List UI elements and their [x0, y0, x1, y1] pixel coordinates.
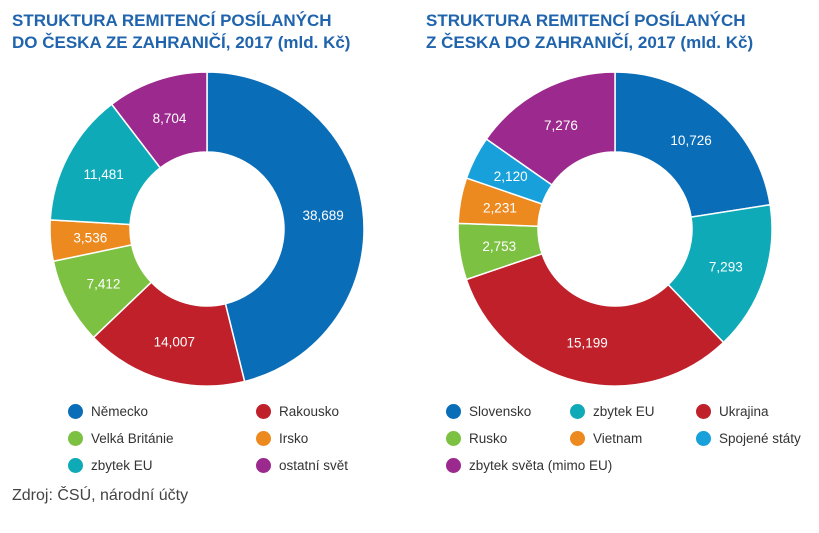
slice-value-label: 11,481 [84, 167, 124, 182]
source-note: Zdroj: ČSÚ, národní účty [12, 487, 189, 504]
slice-value-label: 7,276 [544, 118, 578, 133]
legend-label: Vietnam [593, 430, 643, 446]
donut-chart: 10,726 7,293 15,199 2,753 2,231 2,120 7,276 [457, 71, 773, 387]
chart-title-line-2: Z ČESKA DO ZAHRANIČÍ, 2017 (mld. Kč) [426, 33, 754, 52]
legend-item: ostatní svět [256, 456, 348, 474]
legend-label: Rakousko [279, 403, 340, 419]
legend-item: Ukrajina [696, 402, 769, 420]
slice-value-label: 2,753 [482, 239, 516, 254]
legend-swatch [446, 403, 461, 419]
legend-label: Irsko [279, 430, 309, 446]
legend-item: Spojené státy [696, 429, 801, 447]
legend-item: Velká Británie [68, 429, 174, 447]
legend-swatch [446, 457, 461, 473]
slice-value-label: 7,412 [87, 277, 121, 292]
legend-label: Slovensko [469, 403, 532, 419]
legend-label: Velká Británie [91, 430, 174, 446]
slice-value-label: 7,293 [709, 260, 743, 275]
chart-title-line-1: STRUKTURA REMITENCÍ POSÍLANÝCH [426, 11, 746, 30]
legend-label: Rusko [469, 430, 508, 446]
legend-swatch [696, 430, 711, 446]
legend-item: Slovensko [446, 402, 531, 420]
legend-label: Ukrajina [719, 403, 769, 419]
legend-label: zbytek EU [91, 457, 153, 473]
slice-value-label: 2,231 [483, 201, 517, 216]
donut-chart: 38,689 14,007 7,412 3,536 11,481 8,704 [49, 71, 365, 387]
slice-value-label: 3,536 [73, 231, 107, 246]
legend-item: Německo [68, 402, 148, 420]
slice-value-label: 8,704 [153, 111, 187, 126]
legend-swatch [68, 430, 83, 446]
legend-swatch [696, 403, 711, 419]
legend-item: zbytek světa (mimo EU) [446, 456, 612, 474]
legend-swatch [256, 457, 271, 473]
donut-slice [206, 71, 365, 383]
slice-value-label: 10,726 [670, 133, 711, 148]
slice-value-label: 38,689 [302, 208, 343, 223]
legend-label: zbytek světa (mimo EU) [469, 457, 613, 473]
legend-item: Vietnam [570, 429, 642, 447]
legend-item: Irsko [256, 429, 308, 447]
donut-slice [485, 71, 616, 186]
chart-title: STRUKTURA REMITENCÍ POSÍLANÝCH DO ČESKA … [12, 10, 402, 54]
legend-swatch [570, 430, 585, 446]
legend-swatch [570, 403, 585, 419]
legend-swatch [256, 430, 271, 446]
slice-value-label: 14,007 [154, 334, 195, 349]
legend-item: Rusko [446, 429, 507, 447]
chart-title: STRUKTURA REMITENCÍ POSÍLANÝCH Z ČESKA D… [426, 10, 816, 54]
chart-title-line-1: STRUKTURA REMITENCÍ POSÍLANÝCH [12, 11, 332, 30]
donut-slice [110, 71, 208, 169]
donut-slice [614, 71, 771, 218]
legend-swatch [68, 457, 83, 473]
legend-item: zbytek EU [570, 402, 655, 420]
legend-item: Rakousko [256, 402, 339, 420]
legend-label: zbytek EU [593, 403, 655, 419]
chart-title-line-2: DO ČESKA ZE ZAHRANIČÍ, 2017 (mld. Kč) [12, 33, 351, 52]
legend-swatch [446, 430, 461, 446]
legend-item: zbytek EU [68, 456, 153, 474]
legend-label: Německo [91, 403, 149, 419]
legend-swatch [256, 403, 271, 419]
slice-value-label: 2,120 [494, 169, 528, 184]
donut-slice [465, 252, 725, 387]
legend-swatch [68, 403, 83, 419]
legend-label: Spojené státy [719, 430, 801, 446]
slice-value-label: 15,199 [567, 336, 608, 351]
legend-label: ostatní svět [279, 457, 349, 473]
